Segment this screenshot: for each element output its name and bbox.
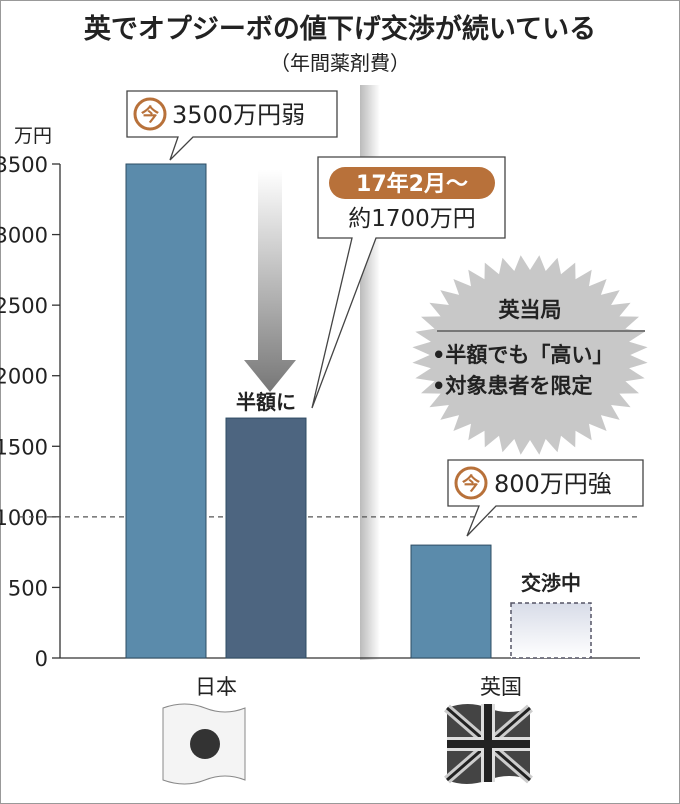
callout-japan-now: 今 3500万円弱 bbox=[126, 90, 338, 161]
svg-text:•半額でも「高い」: •半額でも「高い」 bbox=[432, 343, 613, 367]
y-tick-label: 1000 bbox=[0, 506, 48, 530]
down-arrow-icon bbox=[244, 170, 296, 392]
bar-pending bbox=[510, 602, 592, 659]
x-label-japan: 日本 bbox=[195, 675, 237, 699]
japan-flag-icon bbox=[162, 703, 246, 785]
y-axis-unit: 万円 bbox=[14, 125, 52, 147]
date-badge bbox=[329, 167, 495, 199]
y-tick-label: 500 bbox=[8, 576, 48, 600]
y-tick-label: 0 bbox=[35, 647, 48, 671]
uk-flag-icon bbox=[444, 704, 533, 784]
callout-uk-now: 今 800万円強 bbox=[447, 459, 644, 537]
bar bbox=[410, 544, 492, 659]
svg-text:今: 今 bbox=[462, 473, 481, 495]
chart-title: 英でオプジーボの値下げ交渉が続いている bbox=[84, 13, 596, 45]
svg-text:800万円強: 800万円強 bbox=[494, 470, 612, 498]
y-tick-label: 3000 bbox=[0, 224, 48, 248]
y-tick-label: 1500 bbox=[0, 435, 48, 459]
x-label-uk: 英国 bbox=[480, 675, 522, 699]
callout-japan-halved: 17年2月〜 約1700万円 bbox=[311, 156, 506, 409]
y-tick-label: 2000 bbox=[0, 365, 48, 389]
y-tick-label: 2500 bbox=[0, 294, 48, 318]
now-badge-icon bbox=[454, 466, 488, 500]
svg-text:約1700万円: 約1700万円 bbox=[348, 206, 476, 232]
svg-text:今: 今 bbox=[141, 104, 160, 126]
chart-subtitle: （年間薬剤費） bbox=[270, 51, 410, 75]
svg-text:•対象患者を限定: •対象患者を限定 bbox=[432, 374, 592, 398]
now-badge-icon bbox=[133, 97, 167, 131]
uk-authority-annotation: 英当局 •半額でも「高い」 •対象患者を限定 bbox=[412, 255, 648, 455]
svg-text:英当局: 英当局 bbox=[499, 298, 562, 322]
svg-text:17年2月〜: 17年2月〜 bbox=[356, 171, 468, 197]
negotiating-label: 交渉中 bbox=[521, 571, 581, 595]
svg-text:3500万円弱: 3500万円弱 bbox=[172, 101, 305, 129]
y-tick-label: 3500 bbox=[0, 153, 48, 177]
bar bbox=[125, 163, 207, 659]
halved-label: 半額に bbox=[236, 390, 296, 414]
bar bbox=[225, 417, 307, 659]
